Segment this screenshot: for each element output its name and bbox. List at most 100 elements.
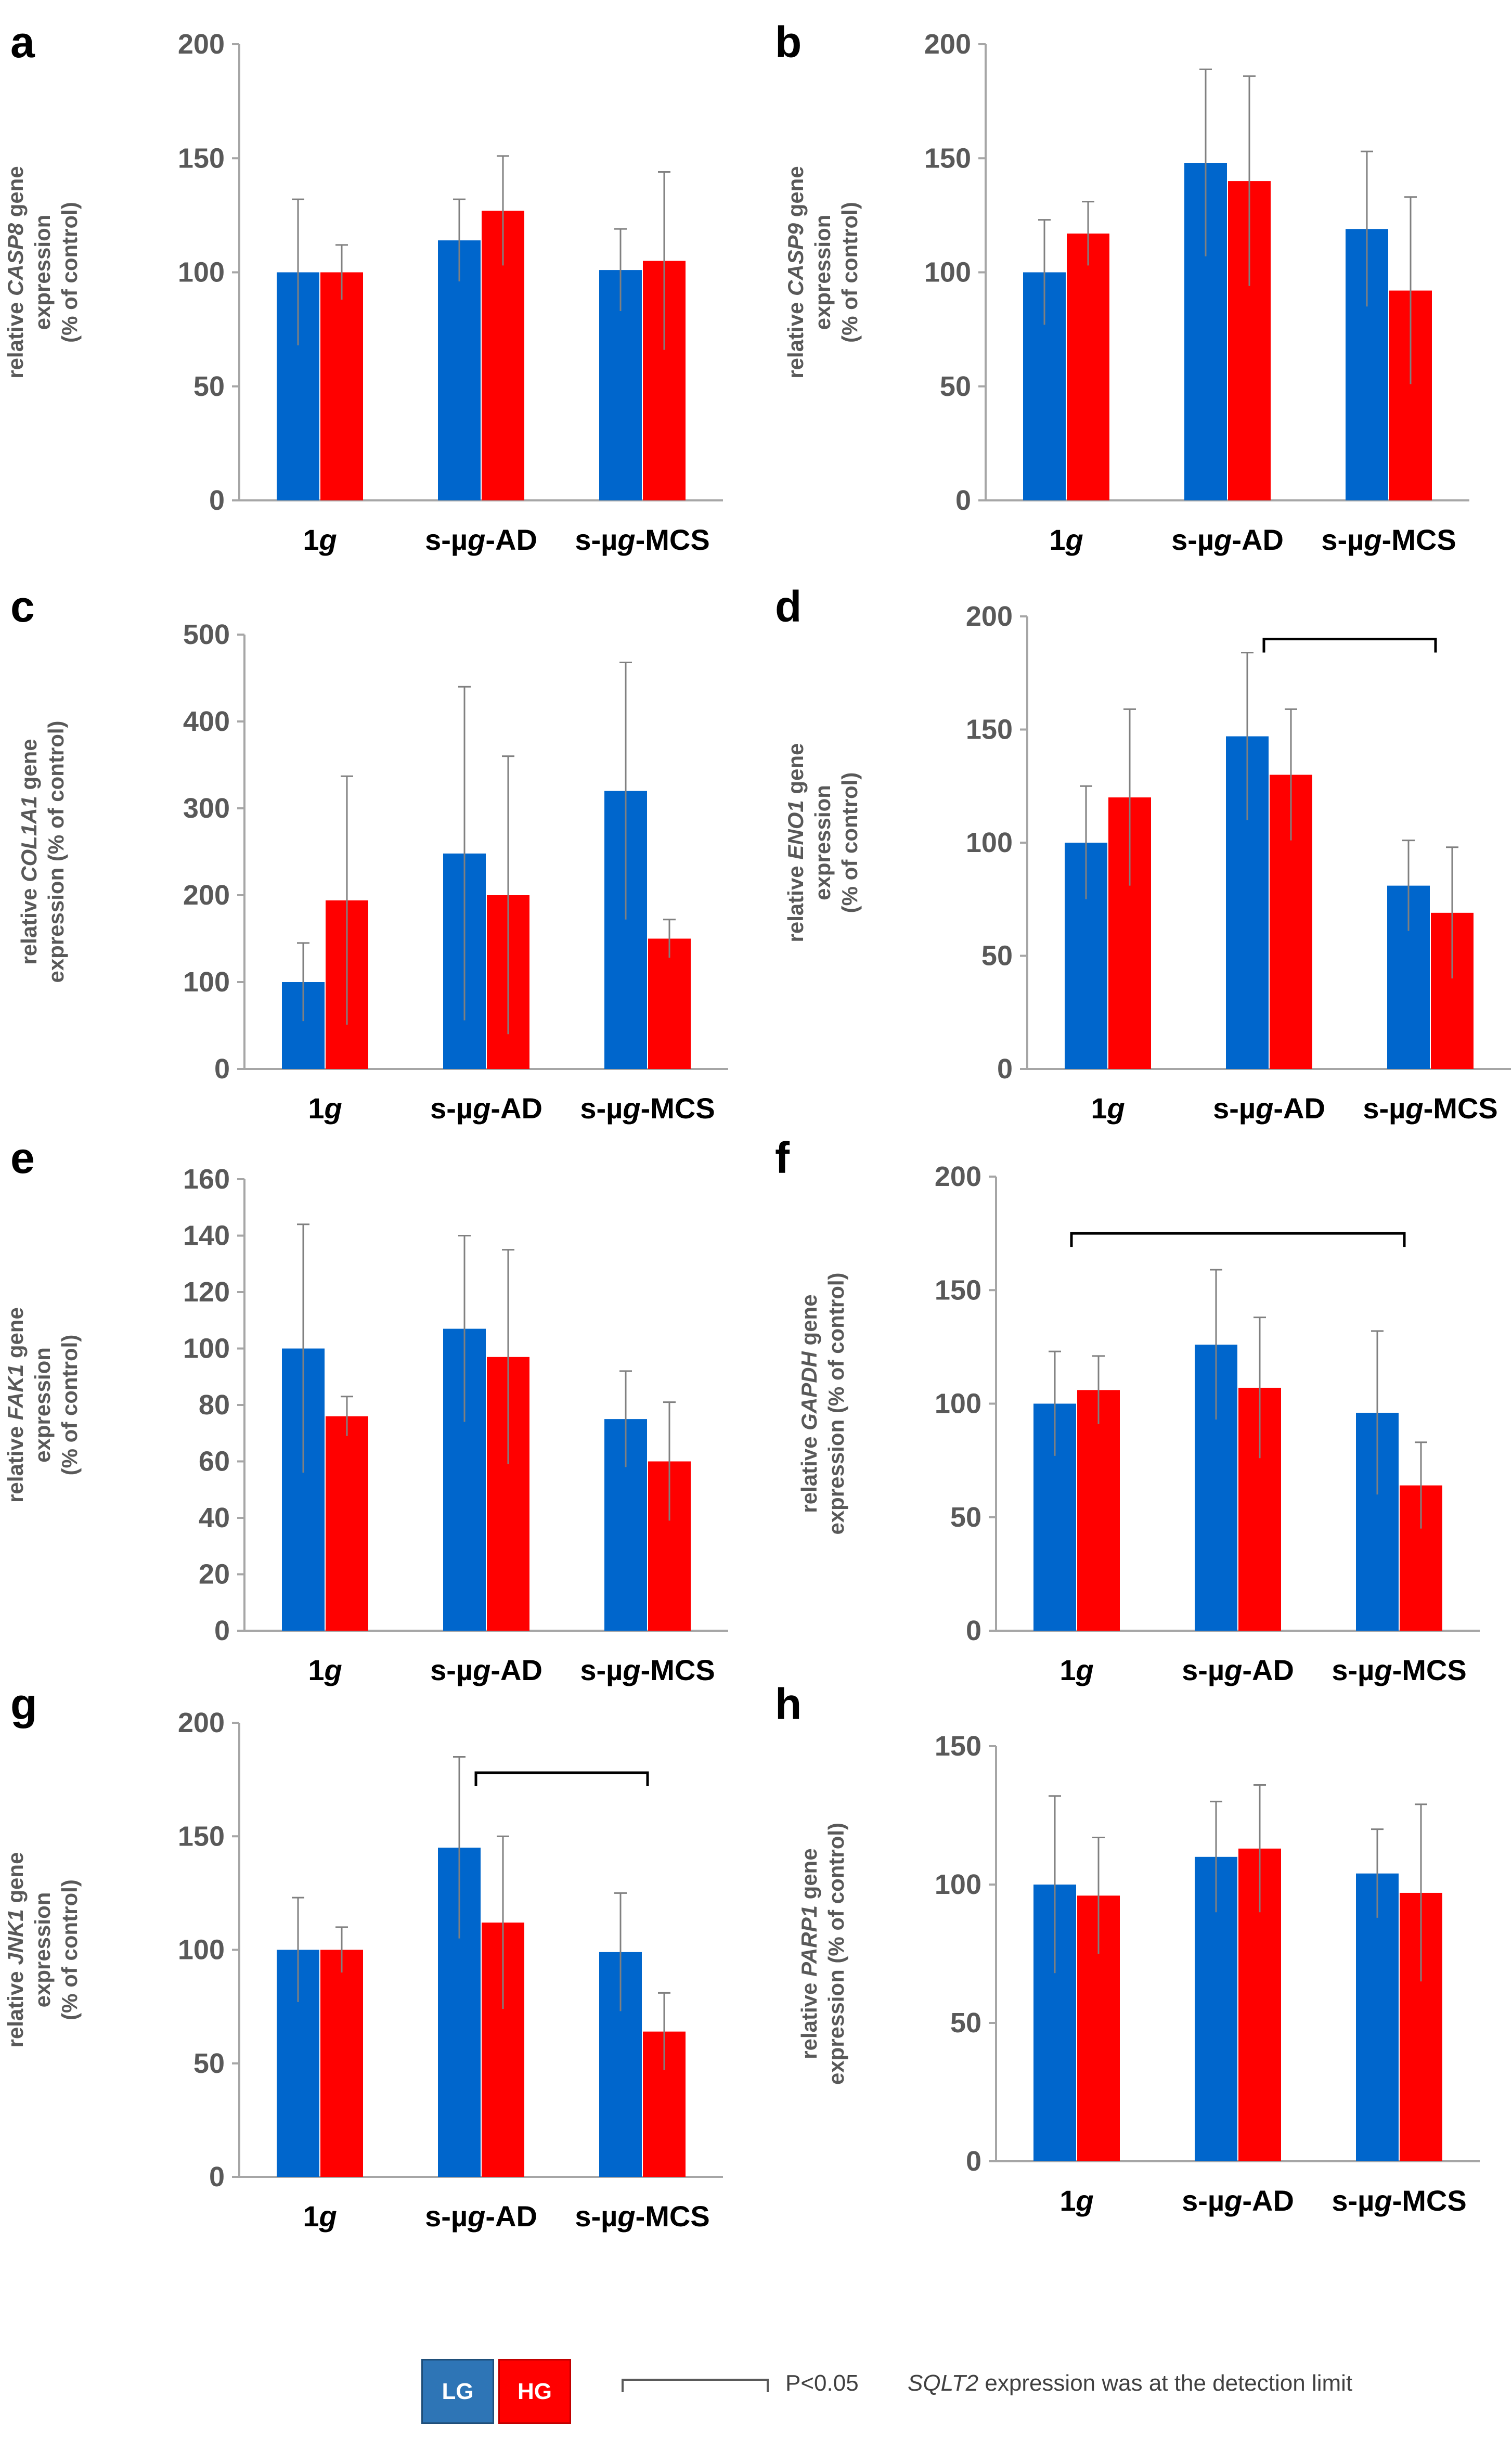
panel-f: f 0 50 100 150 200 relative GAPDH gene expressi…: [775, 1133, 1480, 1686]
y-tick-label: 200: [935, 1161, 981, 1192]
y-axis-label: expression: [30, 1892, 55, 2008]
panel-letter: f: [775, 1133, 790, 1182]
y-tick-label: 200: [183, 880, 230, 911]
y-tick-label: 100: [935, 1869, 981, 1900]
y-tick-label: 120: [183, 1276, 230, 1308]
y-tick-label: 100: [966, 827, 1013, 858]
bar-hg: [1067, 233, 1109, 501]
x-category-label: s-µg-MCS: [1332, 2184, 1466, 2217]
y-axis-label: relative ENO1 gene: [783, 743, 808, 943]
y-tick-label: 50: [193, 371, 225, 402]
y-axis-label: relative PARP1 gene: [797, 1848, 821, 2059]
y-tick-label: 0: [955, 485, 971, 516]
legend-note-text: expression was at the detection limit: [978, 2370, 1353, 2396]
y-tick-label: 400: [183, 706, 230, 737]
significance-bracket: [1070, 1232, 1406, 1247]
legend-detection-note: SQLT2 expression was at the detection li…: [908, 2370, 1352, 2396]
x-category-label: s-µg-AD: [1171, 523, 1284, 556]
y-tick-label: 50: [193, 2048, 225, 2079]
x-category-label: 1g: [308, 1092, 342, 1125]
y-tick-label: 200: [178, 29, 225, 60]
y-tick-label: 500: [183, 619, 230, 650]
bar-lg: [1356, 1873, 1399, 2161]
y-axis-label: expression: [810, 785, 835, 900]
y-tick-label: 150: [924, 143, 971, 174]
panel-letter: a: [10, 18, 35, 67]
legend-lg-swatch: LG: [421, 2359, 494, 2424]
x-category-label: 1g: [1059, 2184, 1093, 2217]
y-axis-label: (% of control): [837, 202, 862, 343]
x-category-label: s-µg-AD: [1213, 1092, 1325, 1125]
significance-bracket: [474, 1771, 649, 1787]
y-tick-label: 100: [935, 1388, 981, 1420]
x-category-label: s-µg-MCS: [580, 1654, 715, 1686]
legend-hg-swatch: HG: [498, 2359, 571, 2424]
y-tick-label: 50: [950, 1502, 981, 1533]
y-tick-label: 150: [178, 1821, 225, 1852]
panel-letter: h: [775, 1680, 802, 1728]
x-category-label: s-µg-AD: [425, 2200, 537, 2233]
panel-letter: b: [775, 18, 802, 67]
x-category-label: 1g: [303, 2200, 337, 2233]
y-tick-label: 300: [183, 793, 230, 824]
x-category-label: s-µg-MCS: [1363, 1092, 1497, 1125]
y-tick-label: 50: [940, 371, 971, 402]
y-tick-label: 0: [966, 2146, 981, 2177]
y-axis-label: relative FAK1 gene: [3, 1307, 28, 1503]
panel-c: c 0 100 200 300 400 500 relative COL1A1 gene exp…: [10, 582, 728, 1125]
y-axis-label: expression (% of control): [44, 720, 68, 983]
bar-hg: [1077, 1390, 1120, 1631]
bar-hg: [320, 1950, 363, 2177]
panel-h: h 0 50 100 150 relative PARP1 gene expression …: [775, 1680, 1480, 2217]
y-axis-label: relative JNK1 gene: [3, 1852, 28, 2048]
x-category-label: s-µg-MCS: [1332, 1654, 1466, 1686]
x-category-label: 1g: [1049, 523, 1083, 556]
legend-hg-label: HG: [518, 2378, 552, 2404]
panel-d: d 0 50 100 150 200 relative ENO1 geneexpressio…: [775, 582, 1511, 1125]
x-category-label: s-µg-MCS: [575, 2200, 709, 2233]
y-tick-label: 100: [924, 257, 971, 288]
y-axis-label: relative CASP9 gene: [783, 166, 808, 379]
panel-g: g 0 50 100 150 200 relative JNK1 geneexpressio…: [3, 1680, 723, 2233]
x-category-label: s-µg-AD: [1182, 2184, 1294, 2217]
y-axis-label: expression: [30, 215, 55, 330]
legend-note-gene: SQLT2: [908, 2370, 979, 2396]
x-category-label: s-µg-MCS: [1321, 523, 1456, 556]
y-tick-label: 140: [183, 1220, 230, 1252]
y-tick-label: 150: [178, 143, 225, 174]
y-tick-label: 150: [966, 714, 1013, 745]
x-category-label: 1g: [1059, 1654, 1093, 1686]
bar-lg: [438, 240, 481, 500]
x-category-label: 1g: [1091, 1092, 1125, 1125]
y-axis-label: (% of control): [837, 772, 862, 913]
y-tick-label: 200: [178, 1707, 225, 1738]
y-axis-label: expression: [30, 1347, 55, 1463]
y-tick-label: 60: [199, 1446, 230, 1477]
panel-b: b 0 50 100 150 200 relative CASP9 geneexpressi…: [775, 18, 1469, 556]
panel-letter: g: [10, 1680, 37, 1728]
y-tick-label: 100: [183, 966, 230, 998]
y-tick-label: 100: [178, 257, 225, 288]
legend: LG HG P<0.05 SQLT2 expression was at the…: [421, 2359, 1410, 2432]
y-axis-label: relative GAPDH gene: [797, 1294, 821, 1513]
y-tick-label: 150: [935, 1274, 981, 1306]
x-category-label: 1g: [303, 523, 337, 556]
panel-e: e 0 20 40 60 80 100 120 140 160 relative FAK1 gene…: [3, 1133, 728, 1686]
significance-bracket: [1262, 638, 1437, 653]
y-tick-label: 0: [209, 485, 225, 516]
y-tick-label: 40: [199, 1502, 230, 1533]
y-tick-label: 0: [214, 1615, 230, 1646]
y-axis-label: (% of control): [57, 1879, 82, 2020]
panel-a: a 0 50 100 150 200 relative CASP8 geneexpressi…: [3, 18, 723, 556]
legend-significance-label: P<0.05: [785, 2370, 859, 2396]
y-tick-label: 200: [924, 29, 971, 60]
y-tick-label: 100: [178, 1934, 225, 1966]
y-axis-label: expression: [810, 215, 835, 330]
y-tick-label: 0: [214, 1053, 230, 1085]
y-axis-label: (% of control): [57, 202, 82, 343]
y-axis-label: expression (% of control): [824, 1823, 848, 2085]
x-category-label: s-µg-AD: [430, 1092, 542, 1125]
y-tick-label: 50: [950, 2007, 981, 2039]
y-tick-label: 20: [199, 1559, 230, 1590]
y-tick-label: 150: [935, 1731, 981, 1762]
